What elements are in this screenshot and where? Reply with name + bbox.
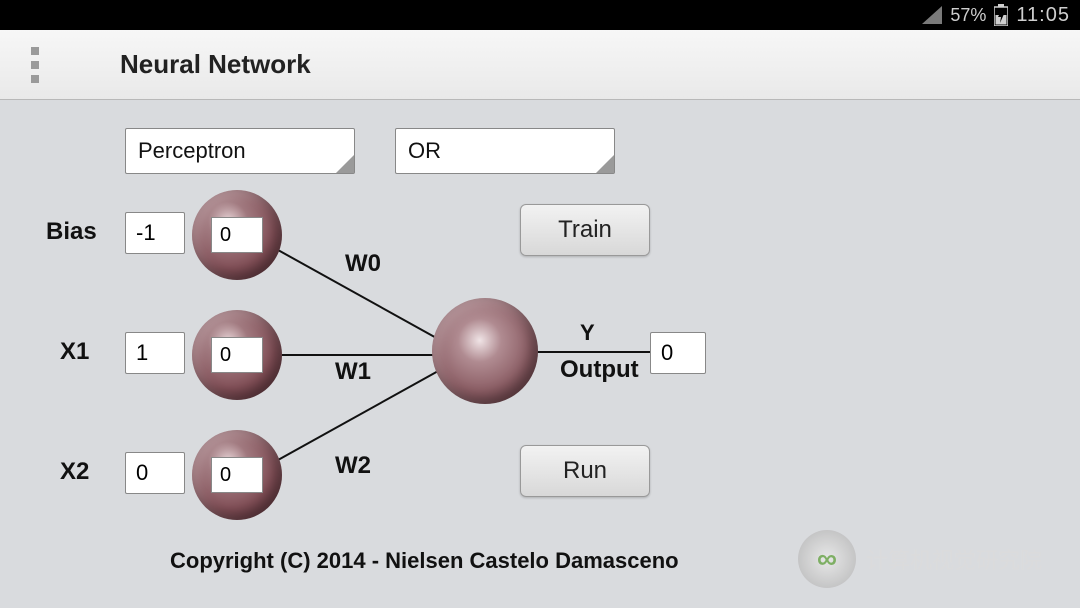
output-box: 0 [650,332,706,374]
x2-label: X2 [60,458,89,486]
main-canvas: Perceptron OR Bias -1 0 W0 X1 1 0 W1 X2 … [0,100,1080,608]
w2-value: 0 [220,464,231,487]
w2-node: 0 [192,430,282,520]
output-value: 0 [661,340,673,366]
x2-input-value: 0 [136,460,148,486]
run-button-label: Run [563,457,607,485]
w1-value-box[interactable]: 0 [211,337,263,373]
bias-input-value: -1 [136,220,156,246]
summation-node [432,298,538,404]
watermark-logo-icon: ∞ [798,530,856,588]
w1-node: 0 [192,310,282,400]
status-bar: 57% 11:05 [0,0,1080,30]
battery-percent: 57% [950,5,986,26]
w0-label: W0 [345,250,381,278]
menu-icon[interactable] [20,47,50,83]
bias-label: Bias [46,218,97,246]
app-title: Neural Network [120,49,311,80]
train-button-label: Train [558,216,612,244]
w1-value: 0 [220,344,231,367]
watermark: ∞ 计算机视觉研究院 [798,530,1042,588]
train-button[interactable]: Train [520,204,650,256]
watermark-text: 计算机视觉研究院 [866,543,1042,575]
w0-value: 0 [220,224,231,247]
run-button[interactable]: Run [520,445,650,497]
battery-charging-icon [994,4,1008,26]
app-bar: Neural Network [0,30,1080,100]
bias-input[interactable]: -1 [125,212,185,254]
signal-icon [922,6,942,24]
copyright-text: Copyright (C) 2014 - Nielsen Castelo Dam… [170,548,679,574]
clock: 11:05 [1016,4,1070,27]
w0-value-box[interactable]: 0 [211,217,263,253]
output-label: Output [560,356,639,384]
w0-node: 0 [192,190,282,280]
w1-label: W1 [335,358,371,386]
x1-input[interactable]: 1 [125,332,185,374]
x1-input-value: 1 [136,340,148,366]
x1-label: X1 [60,338,89,366]
w2-value-box[interactable]: 0 [211,457,263,493]
x2-input[interactable]: 0 [125,452,185,494]
y-label: Y [580,320,595,346]
w2-label: W2 [335,452,371,480]
